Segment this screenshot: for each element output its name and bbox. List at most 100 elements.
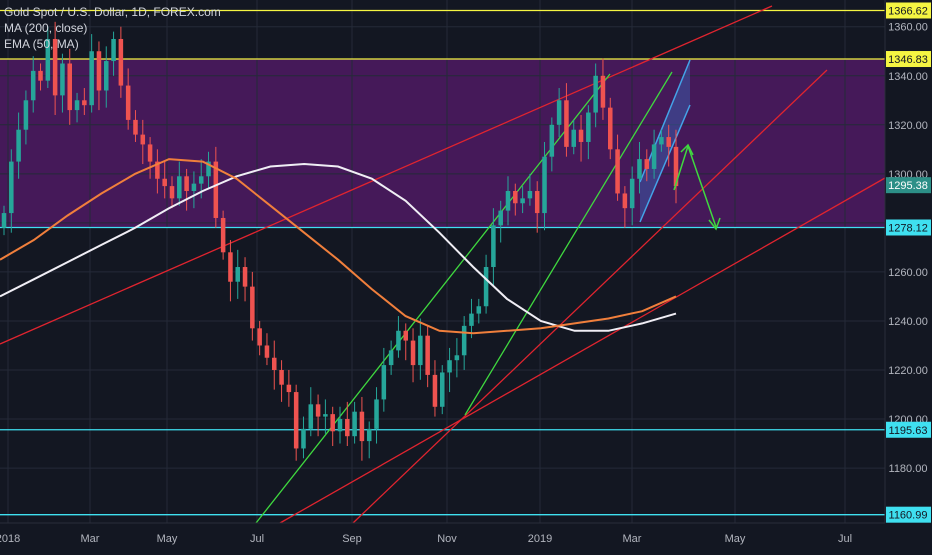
candle-body (549, 124, 555, 157)
last-price-badge (886, 177, 931, 194)
x-tick-label: Jul (838, 533, 852, 545)
last-price-label: 1295.38 (888, 180, 928, 192)
trend-line-middle (352, 69, 828, 524)
level-badge (886, 219, 931, 236)
x-tick-label: Mar (81, 533, 100, 545)
price-axis-background (885, 0, 932, 550)
candle-body (330, 414, 335, 432)
y-tick-label: 1240.00 (888, 316, 928, 328)
candle-body (235, 267, 241, 282)
candle-body (615, 149, 620, 194)
candle-body (666, 137, 671, 147)
candle-body (542, 156, 547, 214)
candle-body (111, 38, 116, 62)
x-tick-label: Nov (437, 533, 457, 545)
candle-body (534, 191, 540, 214)
candle-body (607, 107, 613, 150)
candle-body (556, 100, 562, 125)
candle-body (74, 100, 80, 111)
candle-body (293, 392, 299, 449)
candle-body (388, 350, 394, 366)
candle-body (286, 384, 292, 393)
candle-body (374, 399, 379, 429)
candle-body (345, 419, 350, 437)
candle-body (396, 330, 401, 351)
candle-body (220, 217, 226, 253)
y-tick-label: 1340.00 (888, 71, 928, 83)
candle-body (505, 191, 511, 211)
trend-line-upper (0, 5, 773, 345)
candle-body (125, 85, 131, 120)
x-tick-label: Sep (342, 533, 362, 545)
y-tick-label: 1260.00 (888, 267, 928, 279)
candle-body (162, 178, 167, 187)
candle-body (461, 325, 467, 356)
candle-body (169, 186, 175, 199)
blue-channel-lower (639, 104, 691, 223)
candle-body (67, 63, 73, 111)
trend-line-lower (279, 177, 886, 524)
legend-ma: MA (200, close) (4, 21, 88, 35)
y-tick-label: 1220.00 (888, 365, 928, 377)
candle-body (191, 183, 197, 192)
candle-body (147, 144, 153, 162)
candle-body (447, 360, 452, 373)
candle-body (418, 335, 423, 366)
candle-body (520, 198, 525, 204)
y-tick-label: 1180.00 (889, 463, 928, 475)
candle-body (140, 134, 146, 145)
legend-ema: EMA (50, MA) (4, 37, 79, 51)
candle-body (337, 419, 343, 432)
candle-body (578, 129, 584, 142)
candle-body (491, 225, 496, 268)
blue-channel-fill (640, 60, 690, 222)
candle-body (483, 267, 489, 307)
candle-body (593, 75, 598, 113)
candle-body (476, 306, 482, 314)
candle-body (425, 335, 430, 375)
level-badge-label: 1366.62 (888, 5, 928, 17)
candle-body (184, 176, 189, 192)
candle-body (366, 428, 372, 442)
level-badge-label: 1346.83 (888, 54, 928, 66)
candle-body (513, 191, 518, 204)
candle-body (16, 129, 21, 162)
candle-body (403, 330, 409, 341)
candle-body (206, 161, 211, 177)
y-tick-label: 1360.00 (888, 22, 928, 34)
candle-body (23, 100, 29, 130)
candle-body (118, 38, 124, 86)
candle-body (323, 414, 328, 417)
candle-body (454, 355, 460, 361)
time-axis-background (0, 523, 932, 550)
candle-body (228, 252, 233, 282)
candle-body (673, 146, 679, 187)
legend-title: Gold Spot / U.S. Dollar, 1D, FOREX.com (4, 5, 221, 19)
candle-body (637, 159, 642, 179)
x-tick-label: 2018 (0, 533, 20, 545)
level-badge-label: 1195.63 (889, 425, 928, 437)
candle-body (1, 213, 7, 228)
candle-body (279, 369, 284, 385)
projection-arrowhead-up (680, 143, 694, 156)
candle-body (38, 70, 43, 81)
candle-body (133, 119, 138, 135)
candle-body (651, 144, 657, 169)
candle-body (600, 75, 606, 108)
candle-body (242, 267, 248, 287)
candle-body (45, 38, 51, 81)
candle-body (644, 159, 650, 169)
candle-body (564, 100, 569, 147)
candle-body (359, 411, 365, 442)
candle-body (177, 176, 182, 199)
candle-body (315, 404, 321, 417)
candle-body (9, 161, 14, 214)
candle-body (264, 345, 270, 358)
candle-body (629, 178, 635, 209)
candle-body (257, 328, 262, 346)
candle-body (89, 51, 94, 106)
candle-body (60, 63, 65, 96)
green-channel-lower (464, 71, 673, 416)
candle-body (52, 38, 58, 96)
